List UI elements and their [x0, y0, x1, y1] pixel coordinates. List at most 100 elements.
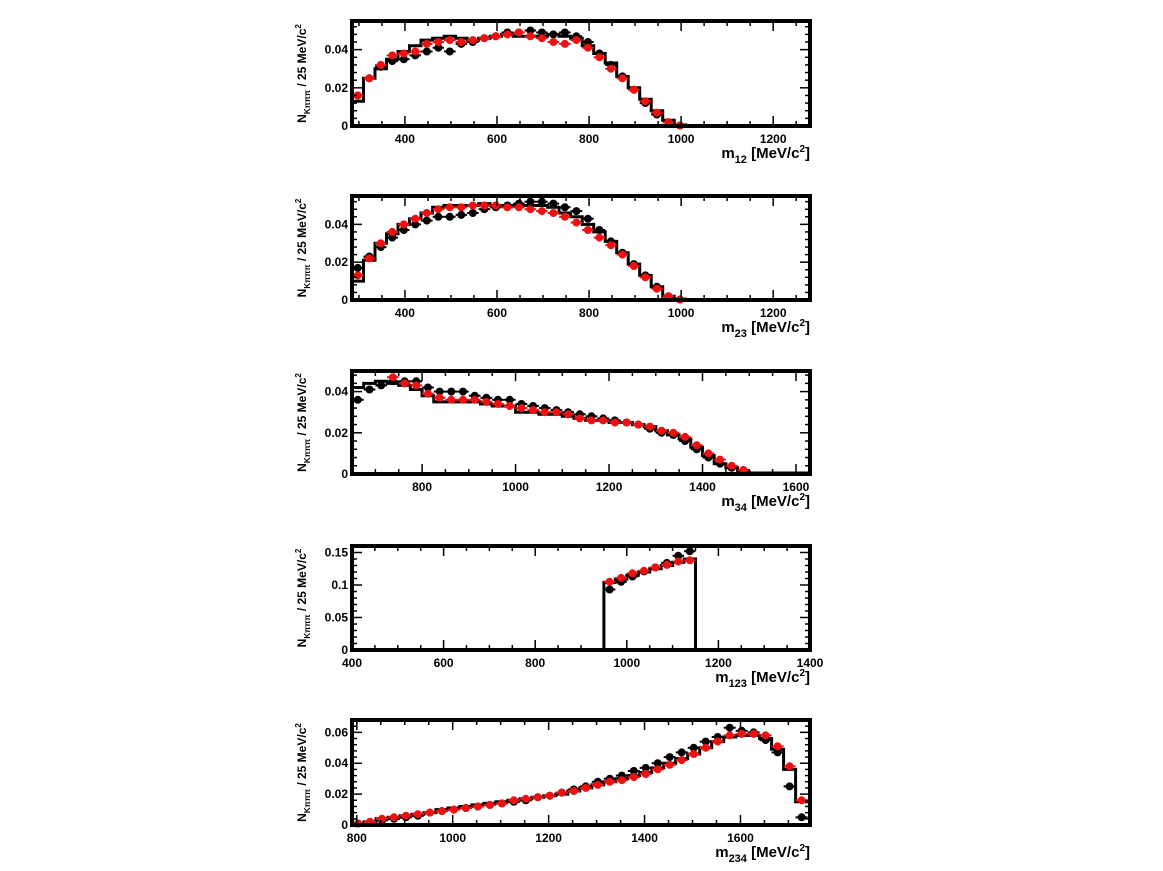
- chart-panel-5: 800 1000 1200 1400 1600 0 0.02 0.04 0.06 m234 [Me…: [294, 718, 812, 865]
- data-point: [353, 271, 362, 280]
- x-tick-label: 800: [412, 480, 432, 494]
- plot-frame: [350, 194, 812, 302]
- x-tick-label: 1400: [689, 480, 716, 494]
- chart-panel-1: 400 600 800 1000 1200 0 0.02 0.04 m12 [MeV/c2] NK…: [294, 19, 812, 166]
- histogram-line: [350, 379, 812, 475]
- data-point: [526, 32, 535, 41]
- data-point: [422, 216, 431, 225]
- data-point: [505, 395, 514, 404]
- data-point: [628, 569, 637, 578]
- data-point: [572, 207, 581, 216]
- data-point: [537, 207, 546, 216]
- data-point: [595, 233, 604, 242]
- y-tick-label: 0.05: [325, 611, 349, 625]
- data-point: [652, 108, 661, 117]
- y-axis-label: NKπππ / 25 MeV/c2: [294, 548, 312, 647]
- data-point: [773, 742, 782, 751]
- data-point: [701, 743, 710, 752]
- data-point: [713, 737, 722, 746]
- data-point: [482, 397, 491, 406]
- data-point: [749, 729, 758, 738]
- x-tick-label: 1400: [631, 831, 658, 845]
- data-point: [606, 64, 615, 73]
- data-point: [641, 770, 650, 778]
- data-point: [423, 389, 432, 398]
- data-point: [785, 762, 794, 771]
- data-point: [537, 197, 546, 206]
- data-point: [617, 776, 626, 785]
- histogram-line: [602, 557, 697, 650]
- data-point: [785, 782, 794, 791]
- data-point: [701, 737, 710, 746]
- data-point: [618, 74, 627, 83]
- data-point: [388, 233, 397, 242]
- data-point: [622, 418, 631, 427]
- y-tick-label: 0.15: [325, 546, 349, 560]
- data-point: [689, 743, 698, 752]
- y-tick-label: 0.1: [331, 578, 348, 592]
- data-point: [470, 395, 479, 404]
- data-point: [365, 254, 374, 263]
- data-point: [480, 201, 489, 210]
- x-tick-label: 400: [395, 306, 415, 320]
- data-point: [503, 30, 512, 39]
- data-point: [445, 212, 454, 221]
- data-point: [674, 551, 683, 560]
- series-black: [352, 377, 750, 476]
- data-point: [662, 560, 671, 569]
- data-point: [629, 767, 638, 775]
- y-tick-label: 0.06: [325, 725, 349, 739]
- data-point: [797, 796, 806, 805]
- data-point: [677, 748, 686, 757]
- data-point: [445, 47, 454, 56]
- data-point: [437, 807, 446, 816]
- data-point: [583, 214, 592, 223]
- data-point: [540, 408, 549, 417]
- data-point: [727, 461, 736, 470]
- data-point: [485, 800, 494, 809]
- x-tick-label: 1200: [760, 306, 787, 320]
- data-point: [549, 209, 558, 217]
- data-point: [657, 426, 666, 435]
- data-point: [461, 804, 470, 812]
- y-tick-label: 0.04: [325, 43, 349, 57]
- y-tick-label: 0.04: [325, 385, 349, 399]
- data-point: [587, 416, 596, 425]
- data-point: [595, 53, 604, 62]
- plot-frame: [350, 19, 812, 128]
- data-point: [365, 74, 374, 83]
- data-point: [412, 381, 421, 390]
- data-point: [653, 759, 662, 768]
- chart-panel-2: 400 600 800 1000 1200 0 0.02 0.04 m23 [MeV/c2] NK…: [294, 194, 812, 340]
- data-point: [473, 802, 482, 811]
- y-axis-label: NKπππ / 25 MeV/c2: [294, 24, 312, 123]
- data-point: [569, 787, 578, 795]
- data-point: [388, 227, 397, 236]
- data-point: [517, 404, 526, 413]
- series-red: [352, 201, 686, 304]
- data-point: [425, 808, 434, 817]
- data-point: [704, 449, 713, 458]
- data-point: [514, 28, 523, 37]
- chart-panel-3: 800 1000 1200 1400 1600 0 0.02 0.04 m34 [MeV/c2]…: [294, 369, 812, 514]
- data-point: [629, 85, 638, 94]
- y-axis-label: NKπππ / 25 MeV/c2: [294, 373, 312, 472]
- data-point: [797, 813, 806, 822]
- data-point: [411, 47, 420, 56]
- data-point: [526, 205, 535, 214]
- data-point: [685, 547, 694, 556]
- data-point: [434, 38, 443, 46]
- data-point: [497, 799, 506, 808]
- series-red: [352, 28, 686, 130]
- data-point: [549, 38, 558, 46]
- x-tick-label: 800: [579, 306, 599, 320]
- data-point: [605, 577, 614, 586]
- x-tick-label: 1000: [439, 831, 466, 845]
- data-point: [411, 220, 420, 229]
- data-point: [641, 97, 650, 106]
- x-axis-label: m123 [MeV/c2]: [715, 668, 810, 690]
- data-point: [457, 203, 466, 212]
- data-point: [605, 585, 614, 594]
- y-tick-label: 0.02: [325, 81, 349, 95]
- data-point: [399, 220, 408, 229]
